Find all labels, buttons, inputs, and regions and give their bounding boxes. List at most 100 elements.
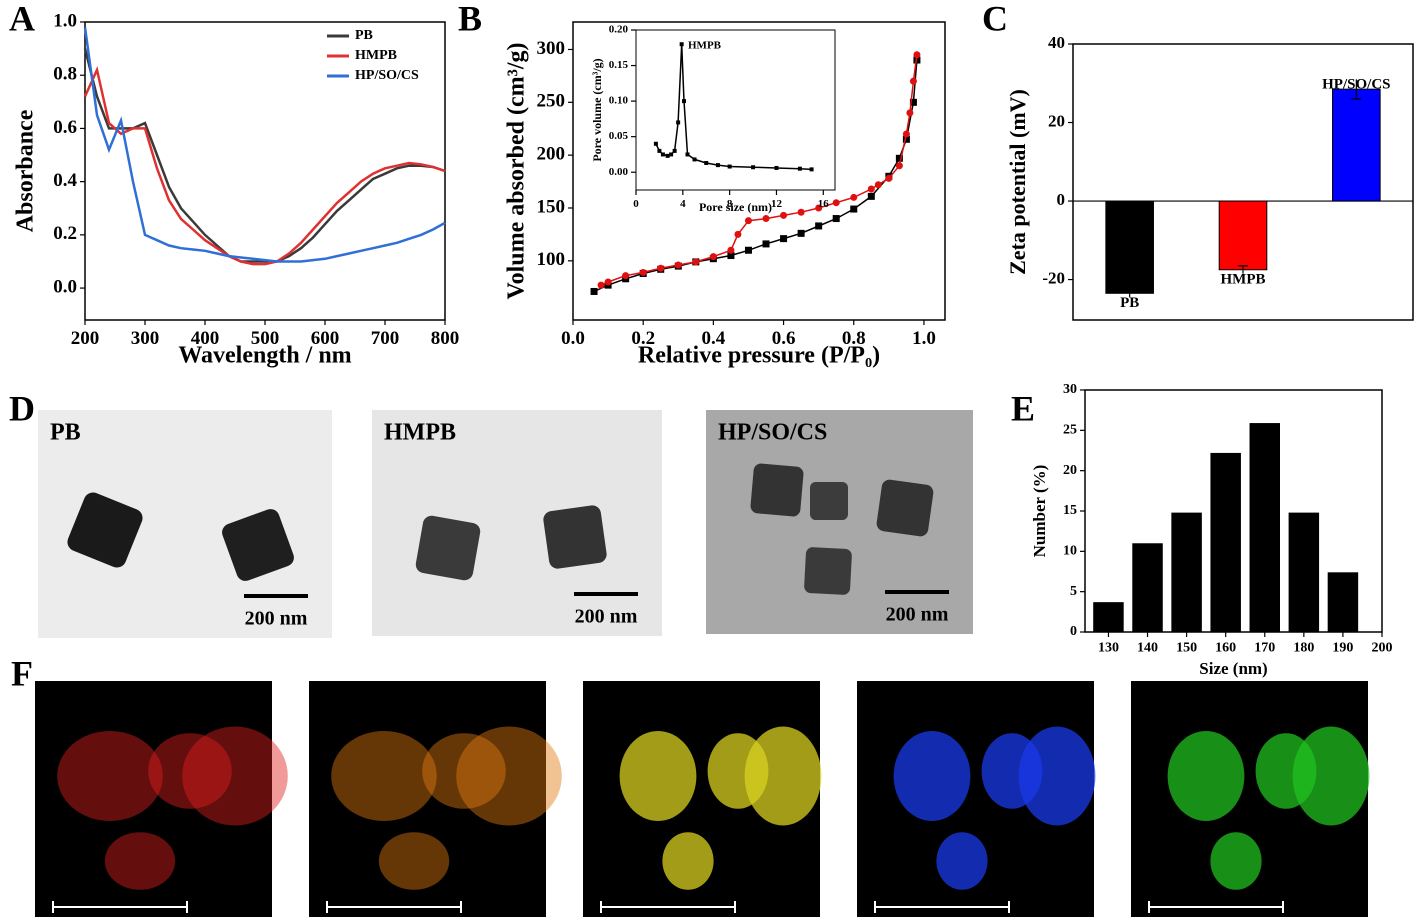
marker xyxy=(895,154,903,162)
scale-label: 500 nm xyxy=(197,898,245,914)
scale-label: 500 nm xyxy=(1293,898,1341,914)
scale-label: 500 nm xyxy=(1019,898,1067,914)
element-signal xyxy=(1018,726,1096,826)
x-tick-label: 0.2 xyxy=(631,328,655,349)
marker xyxy=(895,162,903,170)
x-tick-label: 300 xyxy=(131,328,160,349)
bar xyxy=(1132,543,1163,632)
marker xyxy=(909,98,917,106)
legend-label: HMPB xyxy=(355,48,397,63)
element-signal xyxy=(331,731,437,821)
map-label: O xyxy=(593,688,610,713)
y-tick-label: 30 xyxy=(1063,382,1077,397)
y-tick-label: 0.4 xyxy=(53,170,77,191)
y-tick-label: 20 xyxy=(1048,111,1065,130)
marker xyxy=(709,253,717,261)
y-tick-label: 200 xyxy=(537,144,566,165)
y-tick-label: 25 xyxy=(1063,423,1077,438)
x-tick-label: 0.6 xyxy=(772,328,796,349)
bar xyxy=(1332,88,1381,202)
element-signal xyxy=(936,832,988,890)
marker xyxy=(744,217,752,225)
bar xyxy=(1105,200,1154,294)
x-tick-label: 130 xyxy=(1098,641,1119,656)
panel-letter: A xyxy=(9,0,35,38)
tem-image xyxy=(372,410,662,636)
marker xyxy=(902,135,910,143)
marker xyxy=(774,165,779,170)
inset-title: HMPB xyxy=(688,40,722,52)
map-label: F xyxy=(1141,688,1154,713)
marker xyxy=(622,272,630,280)
scale-label: 500 nm xyxy=(471,898,519,914)
panel-letter: D xyxy=(9,388,35,428)
y-axis-title: Zeta potential (mV) xyxy=(1005,89,1030,275)
bar xyxy=(1327,572,1359,632)
element-signal xyxy=(456,726,562,826)
marker xyxy=(751,165,756,170)
x-tick-label: 170 xyxy=(1254,641,1275,656)
x-tick-label: 180 xyxy=(1293,641,1314,656)
plot-frame xyxy=(572,21,946,321)
marker xyxy=(867,185,875,193)
element-signal xyxy=(104,832,176,890)
marker xyxy=(639,268,647,276)
marker xyxy=(832,215,840,223)
panel-letter: E xyxy=(1011,388,1035,428)
marker xyxy=(679,42,684,47)
nanoparticle xyxy=(415,515,481,581)
marker xyxy=(850,205,858,213)
marker xyxy=(867,192,875,200)
x-axis-title: Size (nm) xyxy=(1199,659,1267,678)
marker xyxy=(902,130,910,138)
bar xyxy=(1210,452,1241,632)
y-tick-label: 0 xyxy=(1070,624,1077,639)
y-tick-label: 0.8 xyxy=(53,64,77,85)
y-tick-label: 0 xyxy=(1057,190,1066,209)
marker xyxy=(809,167,814,172)
x-tick-label: 600 xyxy=(311,328,340,349)
marker xyxy=(676,120,681,125)
marker xyxy=(681,99,686,104)
marker xyxy=(832,199,840,207)
y-tick-label: 0.05 xyxy=(609,130,629,142)
marker xyxy=(660,152,665,157)
category-label: HP/SO/CS xyxy=(1322,76,1390,92)
eds-map xyxy=(309,681,546,917)
x-axis-title: Wavelength / nm xyxy=(178,343,351,369)
x-tick-label: 200 xyxy=(71,328,100,349)
x-tick-label: 190 xyxy=(1332,641,1353,656)
marker xyxy=(657,148,662,153)
bar xyxy=(1218,200,1268,271)
y-tick-label: -20 xyxy=(1042,268,1065,287)
y-tick-label: 1.0 xyxy=(53,10,77,31)
marker xyxy=(604,278,612,286)
y-axis-title: Number (%) xyxy=(1030,465,1049,558)
plot-frame xyxy=(1072,43,1414,321)
x-tick-label: 8 xyxy=(727,198,733,210)
element-signal xyxy=(57,731,163,821)
nanoparticle xyxy=(222,509,294,581)
nanoparticle xyxy=(804,547,852,595)
image-label: HP/SO/CS xyxy=(718,420,827,446)
image-label: HMPB xyxy=(384,420,456,446)
y-tick-label: 0.15 xyxy=(609,59,629,71)
y-tick-label: 20 xyxy=(1063,463,1077,478)
marker xyxy=(715,163,720,168)
x-axis-title: Pore size (nm) xyxy=(699,200,772,214)
x-axis-title: Relative pressure (P/P₀) xyxy=(638,343,880,369)
panel-letter: B xyxy=(458,0,482,38)
marker xyxy=(815,222,823,230)
x-tick-label: 4 xyxy=(680,198,686,210)
element-signal xyxy=(1167,731,1245,821)
y-tick-label: 150 xyxy=(537,196,566,217)
element-signal xyxy=(662,832,714,890)
element-signal xyxy=(1210,832,1262,890)
bar xyxy=(1093,602,1124,632)
marker xyxy=(727,164,732,169)
marker xyxy=(909,77,917,85)
y-tick-label: 15 xyxy=(1063,503,1077,518)
x-tick-label: 1.0 xyxy=(912,328,936,349)
bar xyxy=(1288,512,1320,632)
marker xyxy=(669,152,674,157)
